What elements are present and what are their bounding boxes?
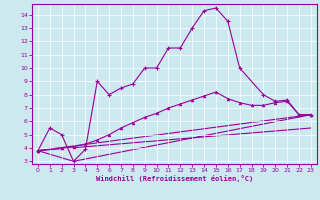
X-axis label: Windchill (Refroidissement éolien,°C): Windchill (Refroidissement éolien,°C) — [96, 175, 253, 182]
